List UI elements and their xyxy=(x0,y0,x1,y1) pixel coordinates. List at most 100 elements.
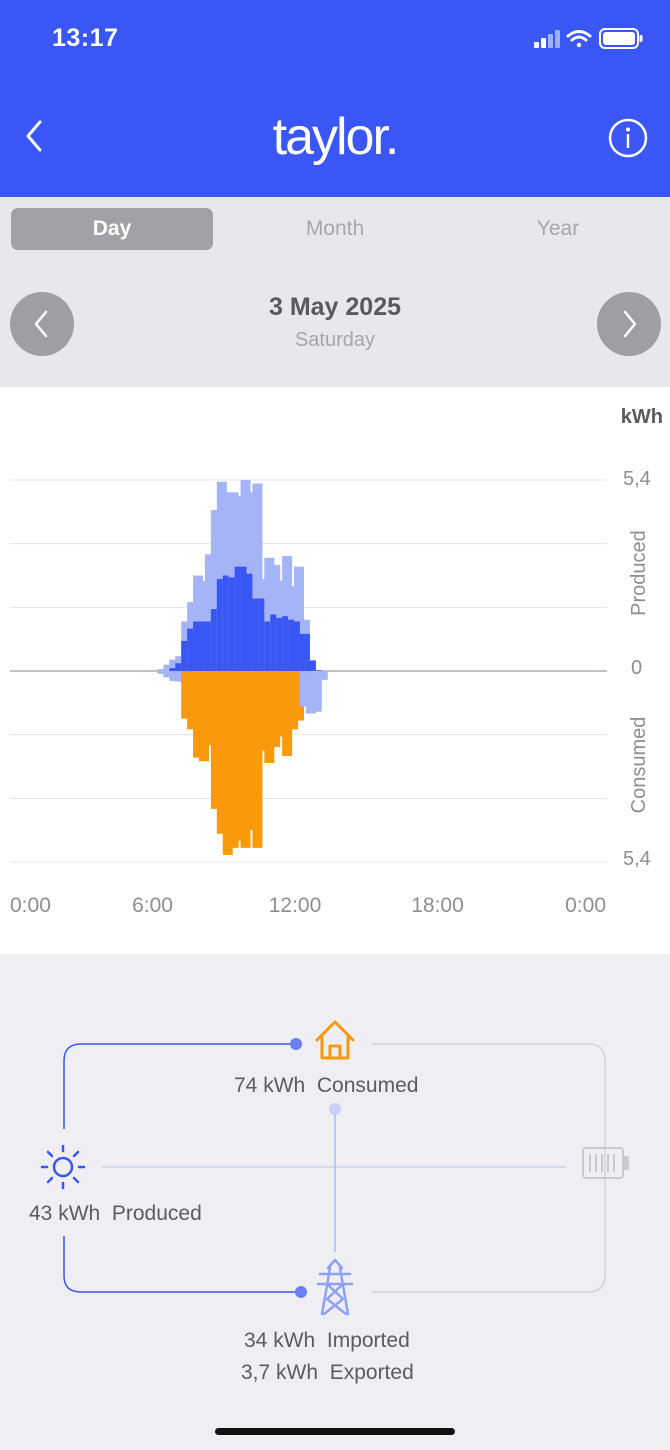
produced-bar xyxy=(210,510,221,671)
consumed-bar xyxy=(216,671,227,834)
chevron-left-icon xyxy=(34,310,48,338)
energy-chart: kWh 5,4 0 5,4 Produced Consumed 0:00 6:00… xyxy=(0,387,670,954)
produced-bar xyxy=(204,554,215,671)
consumed-label: Consumed xyxy=(316,1074,419,1097)
self-used-bar xyxy=(175,663,186,671)
tab-month[interactable]: Month xyxy=(305,217,365,240)
exported-label: Exported xyxy=(329,1361,414,1384)
app-logo: taylor. xyxy=(272,108,400,166)
consumed-bar xyxy=(264,671,275,763)
consumed-bar xyxy=(258,671,269,751)
power-grid-icon xyxy=(316,1258,354,1316)
home-icon xyxy=(315,1020,355,1060)
self-used-bar xyxy=(246,573,257,671)
wifi-icon xyxy=(566,30,592,48)
imported-bar xyxy=(317,671,328,680)
signal-icon xyxy=(534,30,560,48)
self-used-bar xyxy=(294,621,304,671)
x-tick-label: 18:00 xyxy=(411,894,464,917)
info-button[interactable] xyxy=(606,116,650,160)
consumed-bar xyxy=(204,671,215,746)
consumed-bar xyxy=(282,671,293,756)
self-used-bar xyxy=(187,628,198,671)
selected-weekday: Saturday xyxy=(294,329,376,351)
self-used-bar xyxy=(181,640,192,671)
produced-label: Produced xyxy=(111,1202,202,1225)
previous-day-button[interactable] xyxy=(10,292,74,356)
self-used-bar xyxy=(288,619,299,671)
self-used-bar xyxy=(210,609,221,671)
solar-home-dot xyxy=(290,1038,302,1050)
info-icon xyxy=(608,118,648,158)
y-bottom-label: 5,4 xyxy=(623,848,651,870)
tab-year[interactable]: Year xyxy=(536,217,580,240)
unit-label: kWh xyxy=(621,406,663,428)
next-day-button[interactable] xyxy=(597,292,661,356)
produced-bar xyxy=(157,669,168,671)
produced-bar xyxy=(282,556,293,671)
produced-bar xyxy=(169,659,180,671)
self-used-bar xyxy=(311,670,322,671)
home-indicator xyxy=(215,1428,455,1435)
imported-bar xyxy=(157,671,168,674)
produced-bar xyxy=(252,483,263,671)
self-used-bar xyxy=(258,598,269,671)
produced-summary: 43 kWh Produced xyxy=(29,1202,202,1226)
consumed-bar xyxy=(234,671,245,841)
grid-home-dot xyxy=(329,1103,341,1115)
consumed-bar xyxy=(240,671,251,848)
produced-bar xyxy=(264,557,275,671)
consumed-bar xyxy=(294,671,304,721)
self-used-bar xyxy=(240,566,251,671)
battery-icon xyxy=(599,28,643,49)
imported-bar xyxy=(305,671,316,714)
consumed-value: 74 kWh xyxy=(234,1074,306,1097)
x-tick-label: 6:00 xyxy=(132,894,173,917)
consumed-bar xyxy=(246,671,257,831)
chevron-left-icon xyxy=(26,120,42,152)
energy-chart-svg: kWh 5,4 0 5,4 Produced Consumed 0:00 6:00… xyxy=(10,406,663,917)
solar-grid-dot xyxy=(295,1286,307,1298)
x-tick-label: 0:00 xyxy=(565,894,606,917)
self-used-bar xyxy=(216,579,227,671)
imported-value: 34 kWh xyxy=(244,1329,316,1352)
imported-bar xyxy=(311,671,322,712)
tab-day[interactable]: Day xyxy=(11,208,213,250)
self-used-bar xyxy=(222,575,233,671)
produced-bar xyxy=(163,664,174,671)
selected-date: 3 May 2025 xyxy=(268,293,402,321)
y-top-label: 5,4 xyxy=(623,468,651,490)
self-used-bar xyxy=(193,621,204,671)
consumed-axis-label: Consumed xyxy=(628,717,650,814)
self-used-bar xyxy=(204,621,215,671)
period-selector: Day Month Year 3 May 2025 Saturday xyxy=(0,197,670,387)
solar-grid-line xyxy=(63,1236,301,1293)
consumed-bar xyxy=(187,671,198,730)
self-used-bar xyxy=(252,598,263,671)
consumed-summary: 74 kWh Consumed xyxy=(234,1074,418,1098)
produced-bar xyxy=(294,566,304,671)
imported-bar xyxy=(299,671,310,707)
y-zero-label: 0 xyxy=(631,657,642,679)
self-used-bar xyxy=(228,577,239,671)
produced-bar xyxy=(216,481,227,671)
consumed-bar xyxy=(199,671,209,762)
produced-value: 43 kWh xyxy=(29,1202,101,1225)
status-icons xyxy=(526,26,646,57)
status-time: 13:17 xyxy=(52,24,119,52)
self-used-bar xyxy=(270,614,281,671)
imported-bar xyxy=(175,671,186,682)
consumed-bar xyxy=(181,671,192,719)
consumed-bar xyxy=(288,671,299,730)
x-tick-label: 12:00 xyxy=(269,894,322,917)
consumed-bar xyxy=(193,671,204,758)
solar-home-line xyxy=(63,1043,296,1129)
chevron-right-icon xyxy=(623,310,637,338)
imported-summary: 34 kWh Imported xyxy=(244,1329,410,1353)
exported-value: 3,7 kWh xyxy=(241,1361,319,1384)
self-used-bar xyxy=(234,566,245,671)
back-button[interactable] xyxy=(18,116,54,156)
imported-label: Imported xyxy=(326,1329,410,1352)
app-header: 13:17 taylor. xyxy=(0,0,670,197)
battery-storage-icon xyxy=(582,1147,629,1179)
